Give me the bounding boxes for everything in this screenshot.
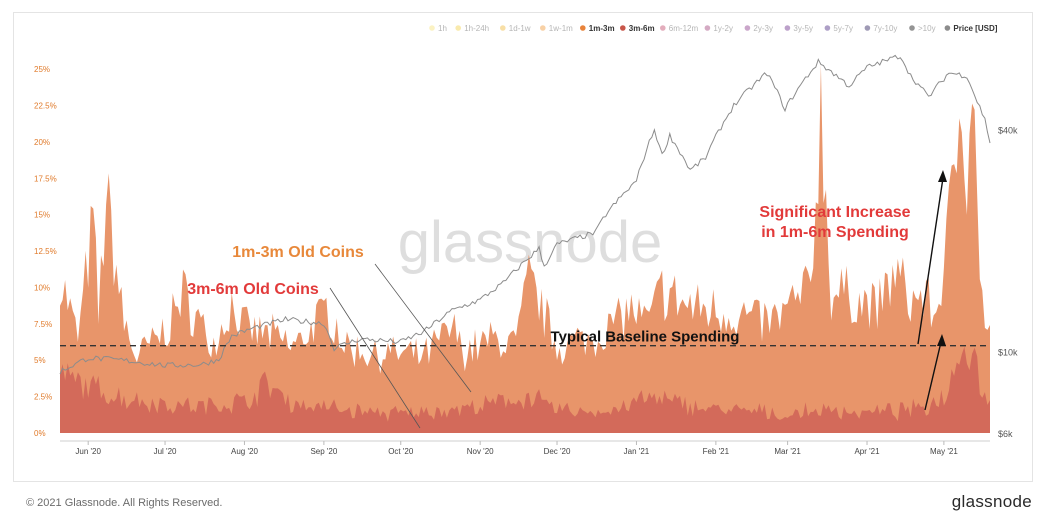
x-tick-label: Jan '21 [624, 447, 650, 456]
legend-item-label: 1y-2y [713, 24, 733, 33]
x-tick-label: Aug '20 [231, 447, 258, 456]
y-left-tick-label: 12.5% [34, 247, 57, 256]
x-tick-label: Sep '20 [310, 447, 337, 456]
legend-item-label: 1h-24h [464, 24, 489, 33]
y-left-tick-label: 15% [34, 211, 50, 220]
x-tick-label: Dec '20 [544, 447, 571, 456]
price-line [59, 54, 991, 375]
legend-item-label: 1w-1m [549, 24, 573, 33]
legend-item-label: Price [USD] [953, 24, 997, 33]
legend-item-label: 7y-10y [873, 24, 897, 33]
legend-swatch[interactable] [620, 25, 626, 31]
series-area-3m-6m [60, 346, 990, 433]
legend-item-label: 5y-7y [833, 24, 853, 33]
y-left-tick-label: 2.5% [34, 393, 52, 402]
annotation-3m-6m-label: 3m-6m Old Coins [187, 281, 319, 298]
annotation-3m-6m-pointer [329, 287, 421, 429]
x-tick-label: Apr '21 [854, 447, 880, 456]
legend-swatch[interactable] [500, 25, 506, 31]
series-area-1m-3m [60, 64, 990, 434]
y-right-tick-label: $10k [998, 347, 1018, 357]
y-left-tick-label: 5% [34, 356, 46, 365]
increase-arrow-lower-shaft [924, 341, 942, 411]
x-tick-label: Jul '20 [154, 447, 177, 456]
legend-item-label: 3y-5y [793, 24, 813, 33]
legend-item-label: 6m-12m [669, 24, 699, 33]
y-left-tick-label: 22.5% [34, 102, 57, 111]
annotation-1m-3m-label: 1m-3m Old Coins [232, 244, 364, 261]
legend-swatch[interactable] [824, 25, 831, 31]
legend-item-label: 1m-3m [589, 24, 615, 33]
x-tick-label: Nov '20 [467, 447, 494, 456]
annotation-1m-3m-pointer [374, 263, 472, 393]
y-right-tick-label: $6k [998, 429, 1013, 439]
legend-swatch[interactable] [744, 25, 751, 31]
x-tick-label: Feb '21 [703, 447, 730, 456]
footer-brand-logo: glassnode [951, 492, 1032, 511]
increase-arrow-upper-head [938, 170, 947, 182]
legend-swatch[interactable] [540, 25, 546, 31]
legend-swatch[interactable] [429, 25, 435, 31]
legend-swatch[interactable] [909, 25, 915, 31]
y-right-tick-label: $40k [998, 126, 1018, 136]
y-left-tick-label: 25% [34, 65, 50, 74]
legend-swatch[interactable] [455, 25, 462, 31]
x-tick-label: Mar '21 [774, 447, 801, 456]
legend-item-label: 3m-6m [629, 24, 655, 33]
legend-swatch[interactable] [704, 25, 711, 31]
y-left-tick-label: 0% [34, 429, 46, 438]
legend-item-label: 1d-1w [509, 24, 531, 33]
legend-swatch[interactable] [864, 25, 871, 31]
copyright-text: © 2021 Glassnode. All Rights Reserved. [26, 497, 223, 509]
baseline-label: Typical Baseline Spending [551, 329, 740, 346]
increase-arrow-lower-head [937, 334, 946, 346]
legend-item-label: 1h [438, 24, 447, 33]
legend-swatch[interactable] [944, 25, 951, 31]
y-left-tick-label: 17.5% [34, 174, 57, 183]
legend-swatch[interactable] [580, 25, 586, 31]
legend-swatch[interactable] [660, 25, 666, 31]
annotation-increase-line1: Significant Increase [759, 204, 910, 221]
legend-swatch[interactable] [784, 25, 791, 31]
increase-arrow-upper-shaft [917, 177, 944, 345]
legend-item-label: 2y-3y [753, 24, 773, 33]
annotation-increase-line2: in 1m-6m Spending [761, 224, 909, 241]
x-tick-label: May '21 [930, 447, 958, 456]
x-tick-label: Jun '20 [75, 447, 101, 456]
y-left-tick-label: 20% [34, 138, 50, 147]
y-left-tick-label: 7.5% [34, 320, 52, 329]
legend-item-label: >10y [918, 24, 936, 33]
x-tick-label: Oct '20 [388, 447, 414, 456]
y-left-tick-label: 10% [34, 283, 50, 292]
